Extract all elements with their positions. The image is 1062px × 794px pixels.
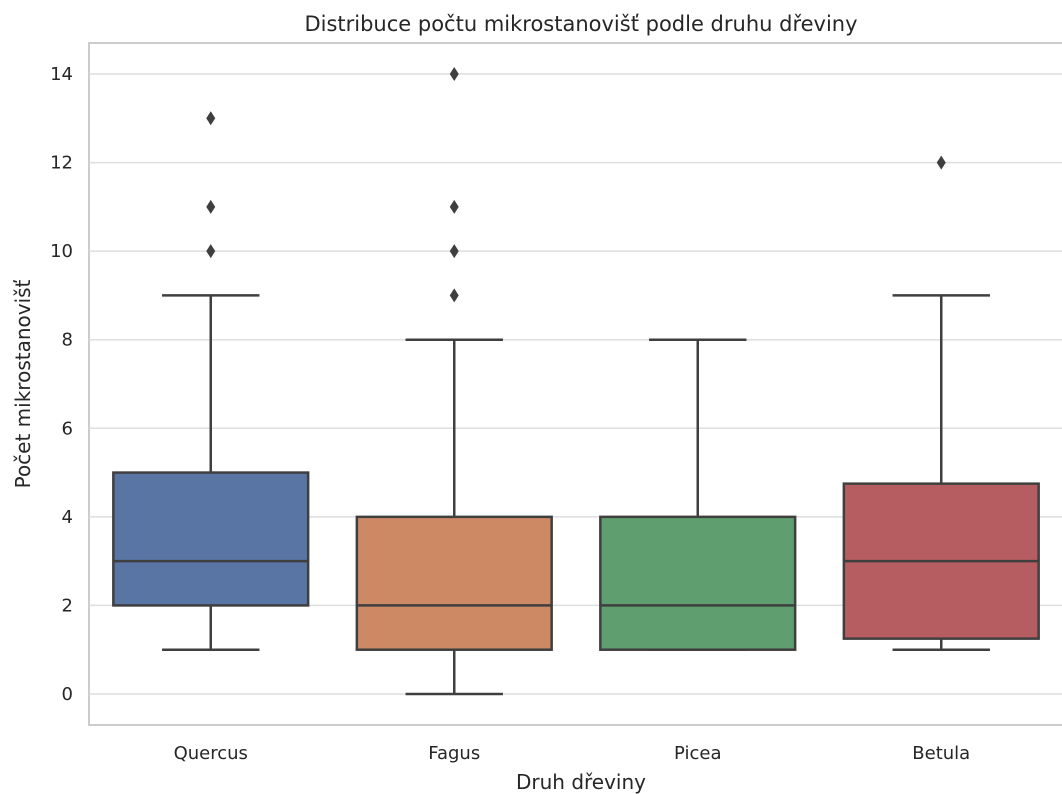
outlier-point — [449, 288, 459, 303]
box-body — [599, 515, 797, 651]
box-fagus — [355, 67, 553, 696]
y-tick-label: 8 — [62, 330, 73, 351]
x-tick-label: Picea — [674, 743, 721, 764]
box-quercus — [112, 111, 310, 651]
y-tick-label: 6 — [62, 418, 73, 439]
box-body — [355, 515, 553, 651]
y-tick-label: 0 — [62, 684, 73, 705]
x-tick-label: Betula — [912, 743, 970, 764]
x-axis-label: Druh dřeviny — [516, 770, 646, 794]
outlier-point — [936, 155, 946, 170]
chart-title: Distribuce počtu mikrostanovišť podle dr… — [304, 12, 857, 36]
outlier-point — [206, 111, 216, 126]
y-tick-label: 12 — [50, 153, 73, 174]
y-tick-labels: 0 2 4 6 8 10 12 14 — [50, 64, 73, 705]
outlier-point — [449, 199, 459, 214]
y-axis-label: Počet mikrostanovišť — [11, 279, 35, 488]
y-tick-label: 2 — [62, 595, 73, 616]
outlier-point — [449, 67, 459, 82]
x-tick-label: Quercus — [174, 743, 248, 764]
box-betula — [842, 155, 1040, 651]
x-tick-labels: Quercus Fagus Picea Betula — [174, 743, 971, 764]
y-tick-label: 14 — [50, 64, 73, 85]
outlier-point — [206, 244, 216, 259]
x-tick-label: Fagus — [428, 743, 480, 764]
y-tick-label: 10 — [50, 241, 73, 262]
box-picea — [599, 338, 797, 651]
outlier-point — [449, 244, 459, 259]
y-tick-label: 4 — [62, 507, 73, 528]
outlier-point — [206, 199, 216, 214]
boxes — [112, 67, 1040, 696]
box-body — [112, 471, 310, 607]
